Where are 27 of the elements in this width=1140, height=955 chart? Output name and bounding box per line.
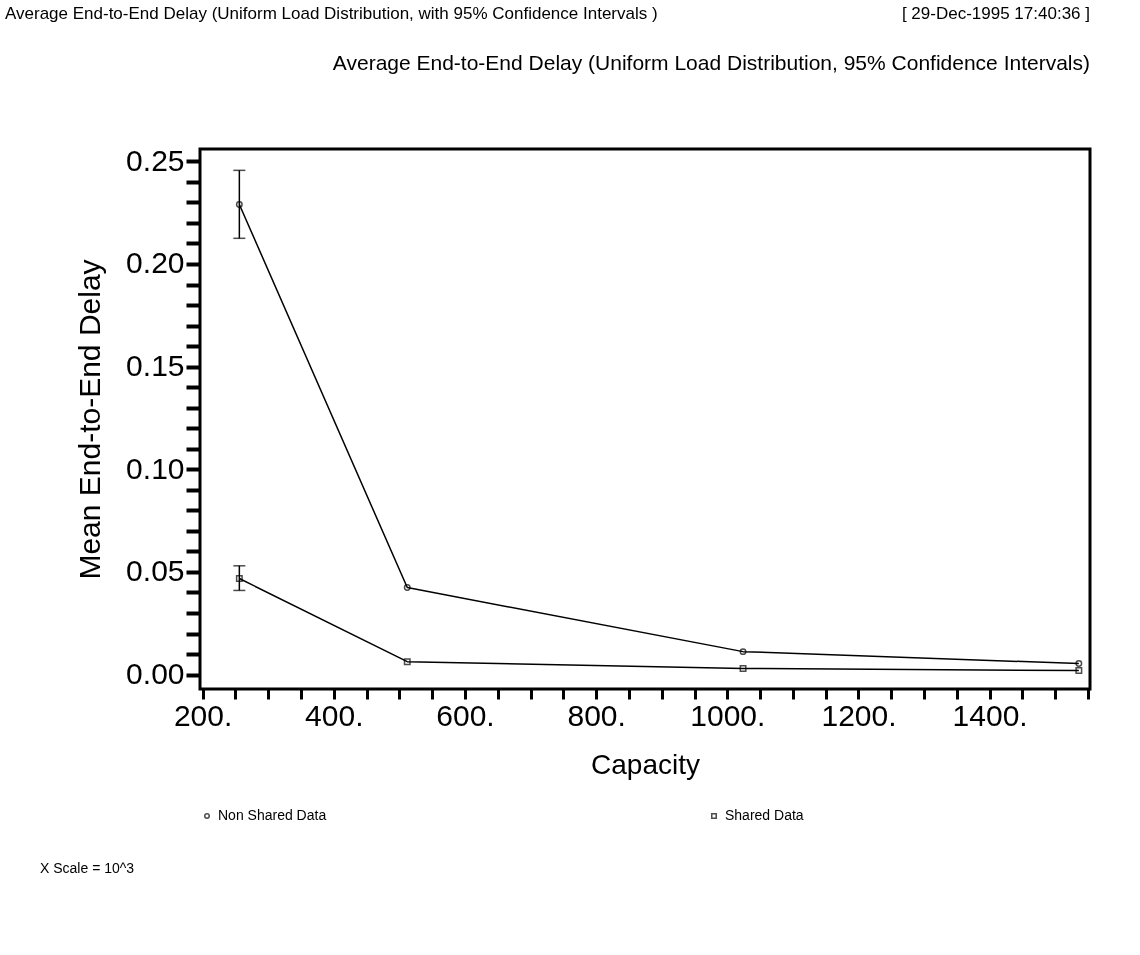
point — [1075, 667, 1083, 675]
x-tick-label: 1200. — [821, 698, 897, 732]
x-tick-label: 800. — [567, 698, 626, 732]
y-tick-label: 0.15 — [126, 349, 185, 383]
text: Average End-to-End Delay (Uniform Load Distribution, with 95% Confidence Intervals ) — [5, 4, 658, 23]
x-tick-label: 400. — [305, 698, 364, 732]
y-tick-label: 0.05 — [126, 554, 185, 588]
x-tick-label: 1400. — [952, 698, 1028, 732]
y-tick-label: 0.10 — [126, 451, 185, 485]
point — [403, 658, 411, 666]
x-axis-title: Capacity — [591, 748, 700, 780]
x-tick-label: 200. — [173, 698, 233, 732]
y-tick-label: 0.20 — [126, 246, 185, 280]
point — [235, 575, 243, 583]
point — [739, 648, 747, 656]
y-axis-title: Mean End-to-End Delay — [73, 259, 107, 580]
y-tick-label: 0.25 — [126, 143, 185, 177]
legend-label: Shared Data — [725, 807, 804, 823]
y-tick-label: 0.00 — [126, 657, 185, 691]
chart-title: Average End-to-End Delay (Uniform Load Distribution, 95% Confidence Intervals) — [332, 51, 1090, 74]
legend-label: Non Shared Data — [218, 807, 327, 823]
point — [403, 584, 411, 592]
x-tick-label: 1000. — [690, 698, 766, 732]
text: [ 29-Dec-1995 17:40:36 ] — [901, 4, 1090, 23]
point — [739, 664, 747, 672]
x-tick-label: 600. — [436, 698, 495, 732]
text: X Scale = 10^3 — [40, 860, 135, 876]
